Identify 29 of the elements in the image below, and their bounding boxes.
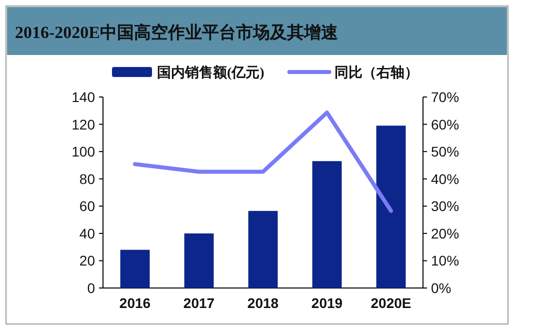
y-tick-label: 100 (72, 144, 96, 160)
bar (184, 233, 214, 288)
bar (312, 161, 342, 288)
x-tick-label: 2019 (311, 295, 343, 311)
x-tick-label: 2020E (370, 295, 412, 311)
y2-tick-label: 30% (431, 198, 460, 214)
bar (120, 250, 150, 288)
y-tick-label: 60 (79, 198, 96, 214)
x-tick-label: 2018 (247, 295, 279, 311)
y2-tick-label: 0% (431, 280, 452, 296)
y2-tick-label: 40% (431, 170, 460, 187)
y2-tick-label: 50% (431, 144, 460, 160)
y2-tick-label: 70% (431, 89, 460, 105)
bar (376, 126, 406, 288)
y-tick-label: 80 (79, 170, 96, 187)
y-tick-label: 20 (79, 252, 96, 269)
x-tick-label: 2017 (183, 295, 215, 311)
y-tick-label: 0 (87, 280, 96, 296)
y2-tick-label: 20% (431, 225, 460, 242)
y-tick-label: 40 (79, 225, 96, 242)
legend-label: 同比（右轴） (334, 65, 418, 81)
chart-title: 2016-2020E中国高空作业平台市场及其增速 (15, 23, 338, 42)
bar (248, 210, 278, 288)
x-tick-label: 2016 (119, 295, 151, 311)
legend-label: 国内销售额(亿元) (157, 64, 265, 81)
y2-tick-label: 10% (431, 252, 460, 269)
y2-tick-label: 60% (431, 116, 460, 132)
y-tick-label: 120 (72, 116, 96, 132)
y-tick-label: 140 (72, 89, 96, 105)
